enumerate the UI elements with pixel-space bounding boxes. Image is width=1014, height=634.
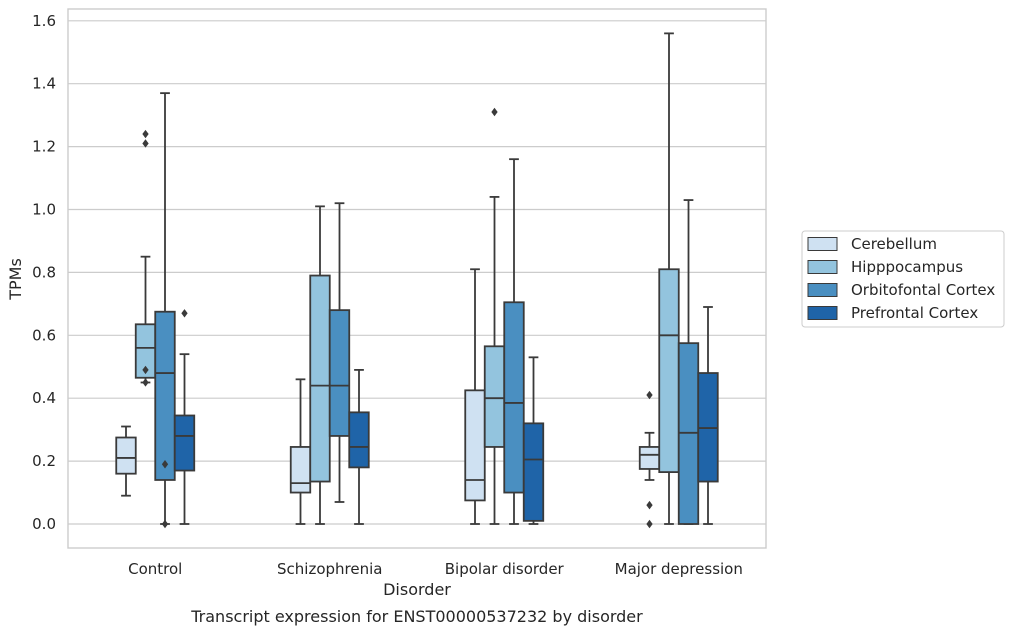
x-tick-label: Schizophrenia [277, 560, 382, 578]
legend-label: Cerebellum [851, 235, 937, 253]
y-axis-title: TPMs [6, 258, 25, 301]
legend-swatch [807, 283, 838, 297]
outlier-point [646, 519, 653, 529]
x-tick-label: Major depression [615, 560, 743, 578]
iqr-box [464, 389, 486, 502]
outlier-point [142, 365, 149, 375]
legend-frame [801, 230, 1005, 328]
x-axis-title: Disorder [383, 580, 451, 599]
x-tick-label: Control [128, 560, 182, 578]
x-tick-labels: Control Schizophrenia Bipolar disorder Majo… [128, 560, 743, 578]
iqr-box [658, 268, 680, 474]
box-group [658, 32, 680, 525]
legend-swatch [807, 260, 838, 274]
legend-label: Orbitofontal Cortex [851, 281, 995, 299]
iqr-box [309, 274, 331, 483]
iqr-box [115, 436, 137, 475]
legend-swatch [807, 306, 838, 320]
iqr-box [503, 301, 525, 494]
box-group [522, 356, 545, 525]
box-group [173, 309, 196, 525]
outlier-point [181, 309, 188, 318]
y-tick-label: 0.2 [32, 452, 56, 470]
y-tick-label: 1.4 [32, 75, 56, 93]
box-group [154, 92, 176, 529]
y-tick-label: 0.6 [32, 326, 56, 344]
outlier-point [142, 378, 149, 387]
chart-caption: Transcript expression for ENST0000053723… [190, 607, 643, 626]
box-series [115, 32, 719, 529]
y-tick-label: 1.0 [32, 201, 56, 219]
iqr-box [483, 345, 506, 448]
iqr-box [348, 411, 370, 469]
outlier-point [646, 390, 653, 400]
outlier-point [491, 107, 498, 117]
y-tick-label: 1.2 [32, 138, 56, 156]
box-group [503, 158, 525, 525]
iqr-box [173, 414, 196, 472]
box-group [677, 199, 700, 525]
box-group [697, 306, 719, 525]
y-tick-label: 0.8 [32, 263, 56, 281]
legend-swatch [807, 237, 838, 251]
outlier-point [646, 500, 653, 510]
legend: Cerebellum Hipppocampus Orbitofontal Corte… [801, 230, 1005, 328]
legend-items: Cerebellum Hipppocampus Orbitofontal Corte… [807, 235, 995, 322]
box-group [115, 425, 137, 497]
iqr-box [154, 310, 176, 481]
legend-label: Prefrontal Cortex [851, 304, 978, 322]
y-tick-label: 0.4 [32, 389, 56, 407]
iqr-box [522, 422, 545, 522]
outlier-point [142, 129, 149, 139]
box-group [348, 368, 370, 525]
box-group [464, 268, 486, 525]
y-tick-label: 1.6 [32, 12, 56, 30]
x-tick-label: Bipolar disorder [445, 560, 565, 578]
iqr-box [638, 446, 661, 470]
outlier-point [161, 460, 169, 469]
box-group [638, 390, 661, 529]
legend-label: Hipppocampus [851, 258, 963, 276]
outlier-point [142, 139, 149, 148]
iqr-box [328, 309, 351, 437]
outlier-point [161, 519, 169, 529]
y-tick-labels: 0.0 0.2 0.4 0.6 0.8 1.0 1.2 1.4 1.6 [32, 12, 56, 533]
y-tick-label: 0.0 [32, 515, 56, 533]
box-group [134, 129, 157, 387]
plot-frame [67, 8, 767, 549]
iqr-box [289, 446, 312, 494]
box-group [328, 202, 351, 503]
